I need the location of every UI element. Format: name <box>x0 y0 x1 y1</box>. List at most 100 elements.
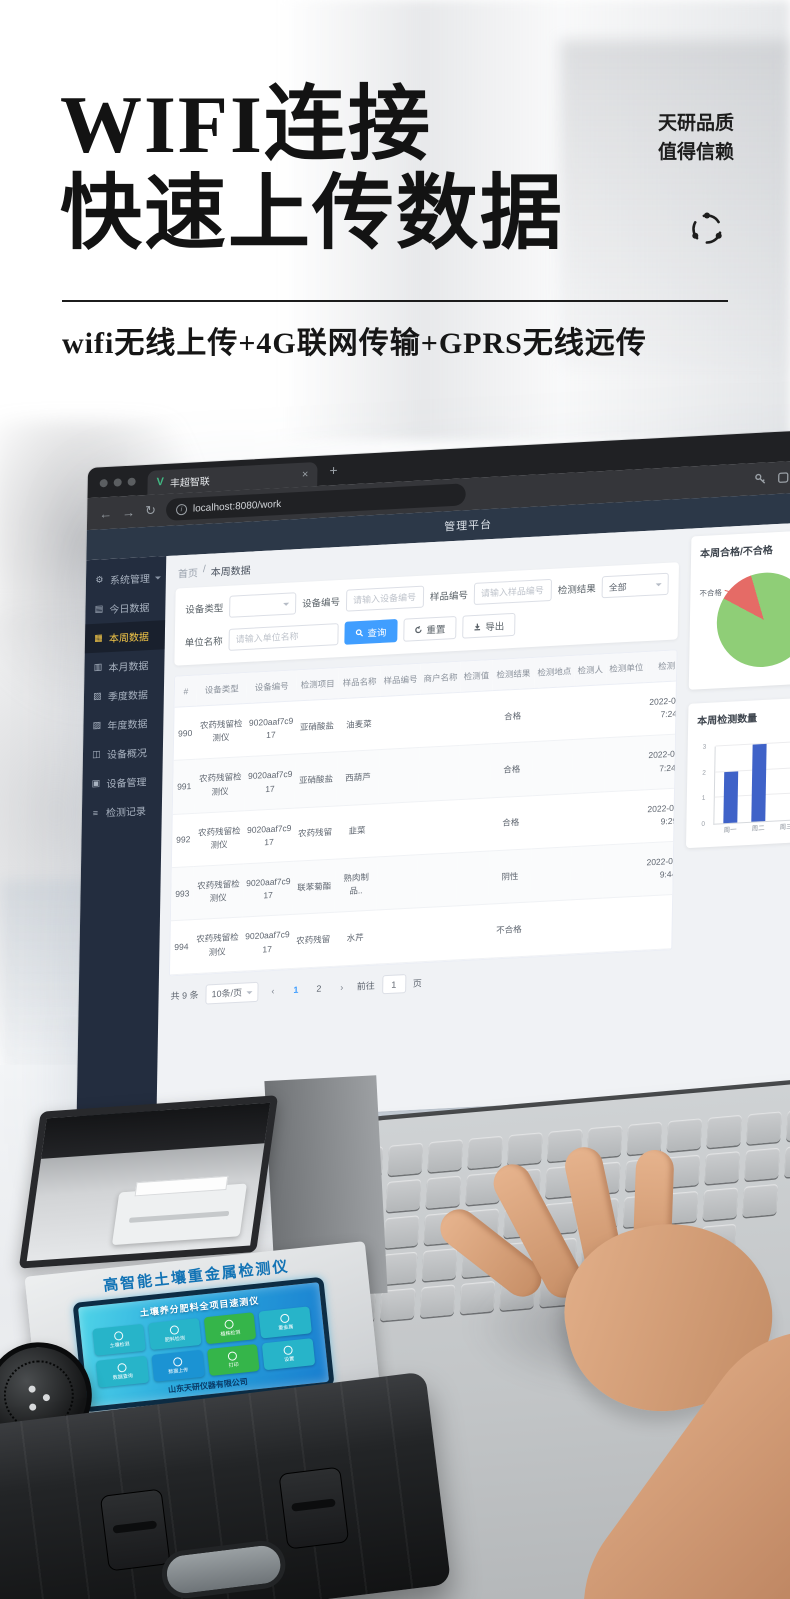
cell-device-no: 9020aaf7c917 <box>244 754 296 811</box>
col-header: 检测人 <box>574 654 607 687</box>
page-title: WIFI连接 快速上传数据 <box>60 80 564 259</box>
calendar-year-icon: ▨ <box>92 719 102 731</box>
goto-page-input[interactable] <box>381 974 406 995</box>
cell-unit <box>604 736 646 792</box>
tile-label: 植株检测 <box>220 1329 241 1338</box>
next-page-button[interactable]: › <box>340 982 344 993</box>
cell-result: 合格 <box>491 688 535 745</box>
sidebar-item-today[interactable]: ▤ 今日数据 <box>85 591 165 624</box>
cell-merchant <box>417 799 459 855</box>
cell-id: 991 <box>172 759 196 815</box>
url-text: localhost:8080/work <box>192 498 282 515</box>
prev-page-button[interactable]: ‹ <box>271 985 275 996</box>
sidebar-item-label: 年度数据 <box>107 719 148 733</box>
sidebar-item-this-week[interactable]: ▦ 本周数据 <box>84 620 166 654</box>
cell-device-no: 9020aaf7c917 <box>242 861 294 918</box>
tab-close-icon[interactable]: × <box>301 468 309 481</box>
page-number-1[interactable]: 1 <box>293 984 299 995</box>
soil-detector-device: 高智能土壤重金属检测仪 土壤养分肥料全项目速测仪 土壤检测 肥料检测 <box>0 1072 469 1599</box>
org-name-input[interactable] <box>228 622 339 651</box>
pie-chart-card: 本周合格/不合格 不合格 <box>688 528 790 690</box>
breadcrumb-home[interactable]: 首页 <box>177 568 198 581</box>
new-tab-button[interactable]: + <box>329 461 338 479</box>
cell-merchant <box>416 852 458 909</box>
cell-test-item: 联苯菊酯 <box>292 859 336 915</box>
sample-no-input[interactable] <box>473 578 553 605</box>
cell-sample-name: 油麦菜 <box>337 696 381 753</box>
tile-icon <box>227 1351 238 1362</box>
sidebar-item-records[interactable]: ≡ 检测记录 <box>82 795 162 828</box>
site-info-icon[interactable]: i <box>175 503 188 515</box>
device-app-tile: 打印 <box>206 1343 260 1377</box>
pie-callout-label: 不合格 <box>699 587 722 599</box>
tile-label: 设置 <box>283 1356 295 1364</box>
device-icon: ▣ <box>91 777 101 789</box>
tab-title: 丰超智联 <box>169 476 210 490</box>
sidebar-item-device-manage[interactable]: ▣ 设备管理 <box>82 766 162 799</box>
tile-icon <box>224 1319 235 1330</box>
cell-tester <box>573 684 607 740</box>
case-handle <box>159 1538 289 1599</box>
device-app-tile: 肥料检测 <box>147 1317 202 1351</box>
window-controls[interactable] <box>99 477 136 488</box>
window-zoom-dot[interactable] <box>127 477 136 486</box>
reset-button[interactable]: 重置 <box>403 615 457 642</box>
sidebar-item-system[interactable]: ⚙ 系统管理 <box>86 562 166 595</box>
calendar-quarter-icon: ▧ <box>93 690 102 702</box>
tile-icon <box>169 1325 179 1336</box>
col-header: 检测项目 <box>296 668 339 701</box>
cell-result: 不合格 <box>487 902 531 958</box>
sidebar-item-quarter[interactable]: ▧ 季度数据 <box>84 678 164 711</box>
page-number-2[interactable]: 2 <box>316 983 322 994</box>
tile-icon <box>279 1313 290 1324</box>
extensions-icon[interactable] <box>777 471 789 484</box>
col-header: 样品名称 <box>338 665 381 699</box>
window-close-dot[interactable] <box>99 478 108 488</box>
cell-sample-no <box>377 801 419 857</box>
result-select[interactable]: 全部 <box>601 572 669 599</box>
cell-device-type: 农药残留检测仪 <box>194 756 246 814</box>
filter-card: 设备类型 设备编号 样品编号 检测结果 <box>174 562 679 666</box>
chevron-down-icon <box>655 583 662 590</box>
key-icon[interactable] <box>754 473 766 486</box>
cell-tester <box>571 791 605 847</box>
cell-date: 2022-03-25 09:44:4 <box>642 839 678 897</box>
col-header: 样品编号 <box>380 663 421 697</box>
cell-device-type: 农药残留检测仪 <box>191 917 243 974</box>
forward-icon[interactable]: → <box>122 504 136 520</box>
chevron-down-icon <box>283 602 290 609</box>
col-header: 检测结果 <box>492 657 535 691</box>
sidebar-item-label: 今日数据 <box>109 602 150 617</box>
keyboard-key <box>702 1187 739 1221</box>
sidebar-item-device-overview[interactable]: ◫ 设备概况 <box>83 736 163 769</box>
export-button-label: 导出 <box>485 620 505 633</box>
filter-label-device-no: 设备编号 <box>302 596 341 610</box>
export-button[interactable]: 导出 <box>462 612 516 639</box>
device-type-select[interactable] <box>229 592 297 618</box>
y-tick-label: 3 <box>702 743 707 751</box>
cell-location <box>529 900 571 956</box>
tile-label: 数据查询 <box>112 1373 134 1382</box>
admin-app-body: ⚙ 系统管理 ▤ 今日数据 ▦ 本周数据 ▥ 本月数据 ▧ <box>76 520 790 1128</box>
device-no-input[interactable] <box>345 585 425 612</box>
keyboard-key <box>786 1107 790 1142</box>
brand-slogan-line2: 值得信赖 <box>657 141 734 163</box>
cell-location <box>531 793 573 849</box>
col-header: 检测日期 <box>645 649 678 683</box>
window-minimize-dot[interactable] <box>113 478 122 487</box>
cell-date: 2022-03-24 17:24:13 <box>644 733 678 790</box>
back-icon[interactable]: ← <box>99 505 113 521</box>
cell-date: 2022-03-24 17:24:11 <box>645 679 678 737</box>
reload-icon[interactable]: ↻ <box>144 502 157 519</box>
pie-callout-fail: 不合格 <box>699 586 737 599</box>
sidebar-item-this-month[interactable]: ▥ 本月数据 <box>84 649 164 682</box>
brand-slogan: 天研品质 值得信赖 <box>658 110 734 167</box>
cell-merchant <box>418 745 460 802</box>
sidebar-item-label: 系统管理 <box>109 573 151 588</box>
search-button[interactable]: 查询 <box>344 618 398 645</box>
cell-unit <box>605 682 646 739</box>
sidebar-item-year[interactable]: ▨ 年度数据 <box>83 707 163 740</box>
cell-sample-no <box>378 747 420 804</box>
page-size-select[interactable]: 10条/页 <box>205 981 259 1005</box>
bar <box>751 743 767 822</box>
